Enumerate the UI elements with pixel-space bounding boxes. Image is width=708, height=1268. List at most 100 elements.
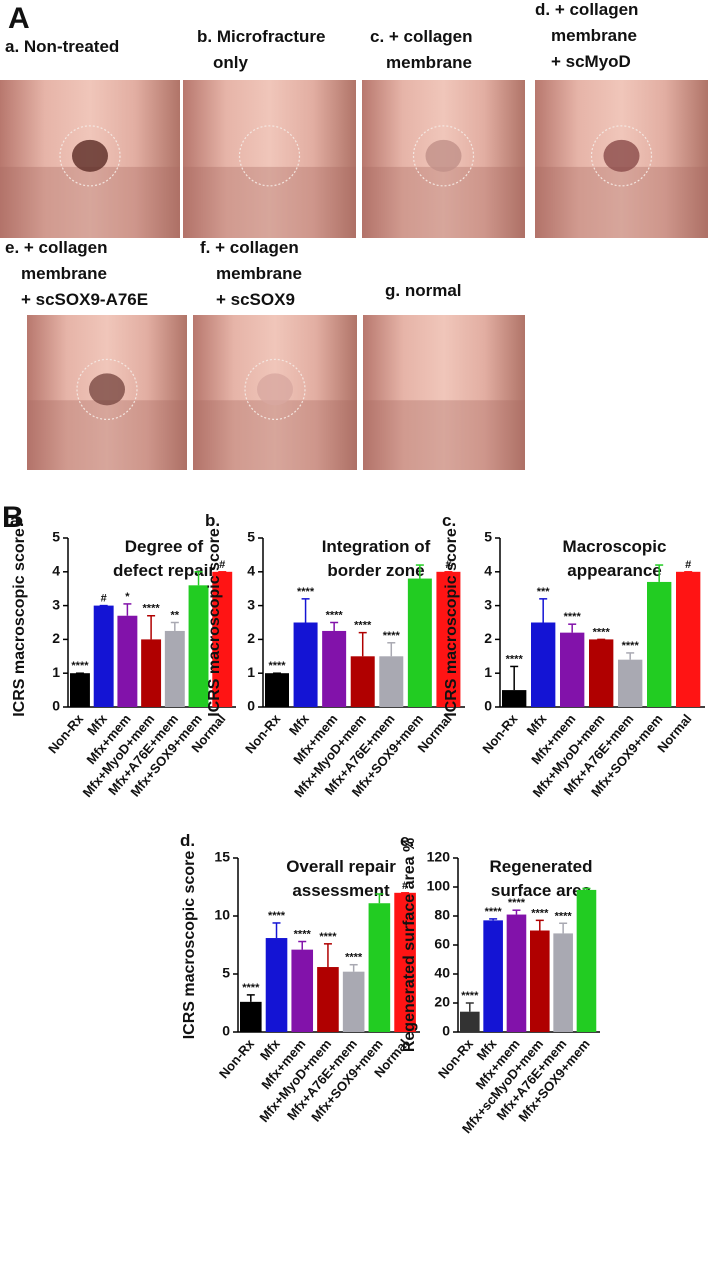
significance-label: ****: [268, 910, 286, 922]
y-tick-label: 0: [442, 1023, 450, 1039]
y-tick-label: 80: [434, 907, 450, 923]
y-tick-label: 1: [484, 664, 492, 680]
x-tick-label: Non-Rx: [216, 1036, 258, 1082]
bar: [265, 938, 288, 1032]
y-tick-label: 0: [52, 698, 60, 714]
y-tick-label: 3: [247, 596, 255, 612]
panel-letter: b.: [205, 511, 220, 530]
y-tick-label: 5: [222, 965, 230, 981]
x-tick-label: Non-Rx: [45, 711, 87, 757]
photo-caption: f. + collagen: [200, 238, 299, 257]
significance-label: ****: [268, 660, 286, 672]
defect: [89, 373, 125, 406]
significance-label: #: [685, 559, 691, 571]
y-tick-label: 4: [484, 563, 492, 579]
y-tick-label: 3: [52, 596, 60, 612]
bar: [240, 1001, 262, 1032]
bar: [379, 656, 404, 707]
significance-label: ****: [71, 660, 89, 672]
bar: [483, 920, 503, 1032]
y-tick-label: 15: [214, 849, 230, 865]
photo-caption: c. + collagen: [370, 27, 473, 46]
y-tick-label: 60: [434, 936, 450, 952]
significance-label: ****: [622, 640, 640, 652]
y-tick-label: 2: [247, 630, 255, 646]
chart-title: assessment: [292, 881, 390, 900]
photo-caption: d. + collagen: [535, 0, 638, 19]
y-tick-label: 1: [247, 664, 255, 680]
significance-label: ****: [242, 982, 260, 994]
significance-label: ****: [326, 610, 344, 622]
bar: [291, 949, 314, 1032]
defect: [603, 139, 640, 172]
y-tick-label: 5: [484, 529, 492, 545]
x-tick-label: Non-Rx: [242, 711, 284, 757]
photo-caption: + scSOX9-A76E: [21, 290, 148, 309]
photo-caption: + scMyoD: [551, 52, 631, 71]
y-tick-label: 20: [434, 994, 450, 1010]
defect: [425, 139, 462, 172]
photo-caption: + scSOX9: [216, 290, 295, 309]
photo-caption: b. Microfracture: [197, 27, 325, 46]
y-tick-label: 4: [247, 563, 255, 579]
photo-shade: [363, 400, 525, 470]
defect-outline: [412, 125, 475, 187]
significance-label: #: [445, 559, 451, 571]
chart-title: defect repair: [113, 561, 215, 580]
y-tick-label: 5: [52, 529, 60, 545]
y-tick-label: 3: [484, 596, 492, 612]
significance-label: ****: [485, 906, 503, 918]
significance-label: ****: [531, 907, 549, 919]
bar: [553, 933, 573, 1032]
defect-outline: [244, 358, 306, 420]
significance-label: ***: [537, 586, 551, 598]
y-tick-label: 0: [247, 698, 255, 714]
y-tick-label: 40: [434, 965, 450, 981]
chart-title: border zone: [327, 561, 424, 580]
y-tick-label: 100: [427, 878, 451, 894]
defect: [72, 139, 108, 172]
photo-caption: only: [213, 53, 248, 72]
photo-caption: e. + collagen: [5, 238, 108, 257]
panel-letter: c.: [442, 511, 456, 530]
significance-label: ****: [508, 897, 526, 909]
x-tick-label: Mfx: [524, 711, 550, 738]
significance-label: ****: [555, 910, 573, 922]
chart-title: surface area: [491, 881, 592, 900]
bar: [164, 630, 185, 707]
bar: [407, 578, 432, 707]
bar: [676, 571, 701, 707]
bar: [618, 659, 643, 707]
photo-caption: membrane: [386, 53, 472, 72]
bar: [293, 622, 318, 707]
photo-caption: membrane: [21, 264, 107, 283]
significance-label: #: [219, 559, 225, 571]
significance-label: ****: [593, 626, 611, 638]
y-axis-label: ICRS macroscopic score: [206, 528, 223, 717]
bar: [265, 673, 289, 707]
x-tick-label: Mfx: [286, 711, 312, 738]
panel-letter: e.: [400, 831, 414, 850]
y-axis-label: Regenerated surface area %: [401, 838, 418, 1052]
bar: [93, 605, 114, 707]
bar: [531, 622, 556, 707]
photo-shade: [535, 166, 708, 238]
photo-shade: [183, 166, 356, 238]
y-tick-label: 2: [484, 630, 492, 646]
photo: [183, 80, 356, 238]
defect-outline: [59, 125, 121, 187]
photo: [363, 315, 525, 470]
y-tick-label: 0: [222, 1023, 230, 1039]
bar: [436, 571, 461, 707]
significance-label: **: [171, 610, 180, 622]
panel-label: B: [2, 501, 24, 534]
y-tick-label: 0: [484, 698, 492, 714]
significance-label: *: [125, 591, 130, 603]
significance-label: ****: [506, 653, 524, 665]
chart-title: Degree of: [125, 537, 204, 556]
bar: [188, 585, 209, 707]
bar: [394, 892, 416, 1032]
photo-caption: a. Non-treated: [5, 37, 119, 56]
x-tick-label: Non-Rx: [479, 711, 521, 757]
